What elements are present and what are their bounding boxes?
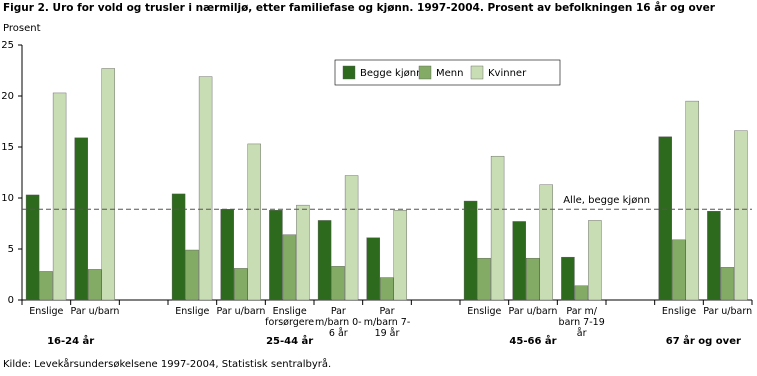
bar bbox=[282, 234, 297, 301]
bar bbox=[52, 92, 67, 301]
bar bbox=[672, 239, 686, 301]
source: Kilde: Levekårsundersøkelsene 1997-2004,… bbox=[3, 357, 331, 370]
bar bbox=[685, 100, 699, 301]
bar bbox=[574, 285, 589, 301]
bar bbox=[707, 211, 721, 301]
bar bbox=[526, 257, 540, 301]
x-tick-label: Enslige bbox=[467, 306, 502, 317]
bar bbox=[234, 268, 248, 301]
group-label: 67 år og over bbox=[665, 336, 741, 347]
bar bbox=[171, 193, 186, 301]
chart-title: Figur 2. Uro for vold og trusler i nærmi… bbox=[3, 1, 716, 14]
bar bbox=[393, 210, 407, 301]
x-tick-label: Enslige bbox=[175, 306, 210, 317]
y-tick-label: 0 bbox=[8, 295, 14, 306]
legend-label: Kvinner bbox=[488, 68, 527, 79]
y-tick-label: 5 bbox=[8, 244, 14, 255]
group-label: 16-24 år bbox=[47, 336, 95, 347]
bar bbox=[561, 256, 575, 301]
bar bbox=[588, 220, 602, 301]
x-tick-label: Enslige bbox=[29, 306, 64, 317]
legend-label: Begge kjønn bbox=[360, 68, 422, 79]
bar bbox=[39, 271, 53, 301]
bar bbox=[658, 136, 672, 301]
bar bbox=[477, 257, 491, 301]
x-tick-label: Enslige forsørgere bbox=[265, 306, 315, 328]
bar bbox=[734, 130, 748, 301]
x-tick-label: Par u/barn bbox=[216, 306, 266, 317]
bar bbox=[247, 143, 261, 301]
bar bbox=[296, 204, 310, 301]
x-tick-label: Par m/barn 7-19 år bbox=[363, 306, 411, 339]
bar bbox=[101, 68, 115, 301]
bar bbox=[539, 184, 553, 301]
y-axis-title: Prosent bbox=[3, 23, 41, 34]
bar bbox=[720, 267, 735, 301]
x-tick-label: Par u/barn bbox=[703, 306, 753, 317]
legend-label: Menn bbox=[436, 68, 463, 79]
x-tick-label: Par m/ barn 7-19 år bbox=[558, 306, 605, 339]
y-tick-label: 25 bbox=[1, 40, 14, 51]
legend-swatch bbox=[342, 65, 356, 80]
bar bbox=[220, 209, 234, 301]
bar bbox=[490, 155, 505, 301]
y-tick-label: 15 bbox=[1, 142, 14, 153]
bar bbox=[512, 221, 526, 301]
legend-swatch bbox=[470, 65, 484, 80]
y-tick-label: 20 bbox=[1, 91, 14, 102]
bar bbox=[380, 277, 394, 301]
bar bbox=[331, 266, 345, 301]
reference-label: Alle, begge kjønn bbox=[563, 195, 650, 206]
bar bbox=[317, 220, 332, 301]
x-tick-label: Par u/barn bbox=[508, 306, 558, 317]
bar bbox=[344, 175, 359, 301]
legend-box bbox=[334, 59, 561, 86]
bar bbox=[366, 237, 380, 301]
y-tick-label: 10 bbox=[1, 193, 14, 204]
x-tick-label: Enslige bbox=[661, 306, 697, 317]
bar bbox=[269, 210, 283, 301]
bar bbox=[463, 200, 478, 301]
group-label: 45-66 år bbox=[509, 336, 557, 347]
bar bbox=[88, 269, 102, 301]
bar bbox=[74, 137, 88, 301]
bar bbox=[185, 249, 199, 301]
group-label: 25-44 år bbox=[266, 336, 314, 347]
x-tick-label: Par u/barn bbox=[70, 306, 120, 317]
legend-swatch bbox=[418, 65, 432, 80]
x-tick-label: Par m/barn 0-6 år bbox=[315, 306, 362, 339]
bar bbox=[198, 76, 213, 301]
bar bbox=[25, 194, 40, 301]
